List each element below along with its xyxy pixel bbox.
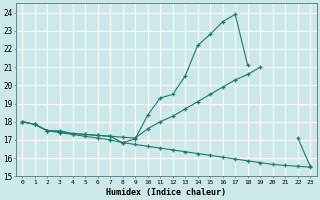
X-axis label: Humidex (Indice chaleur): Humidex (Indice chaleur) — [106, 188, 226, 197]
